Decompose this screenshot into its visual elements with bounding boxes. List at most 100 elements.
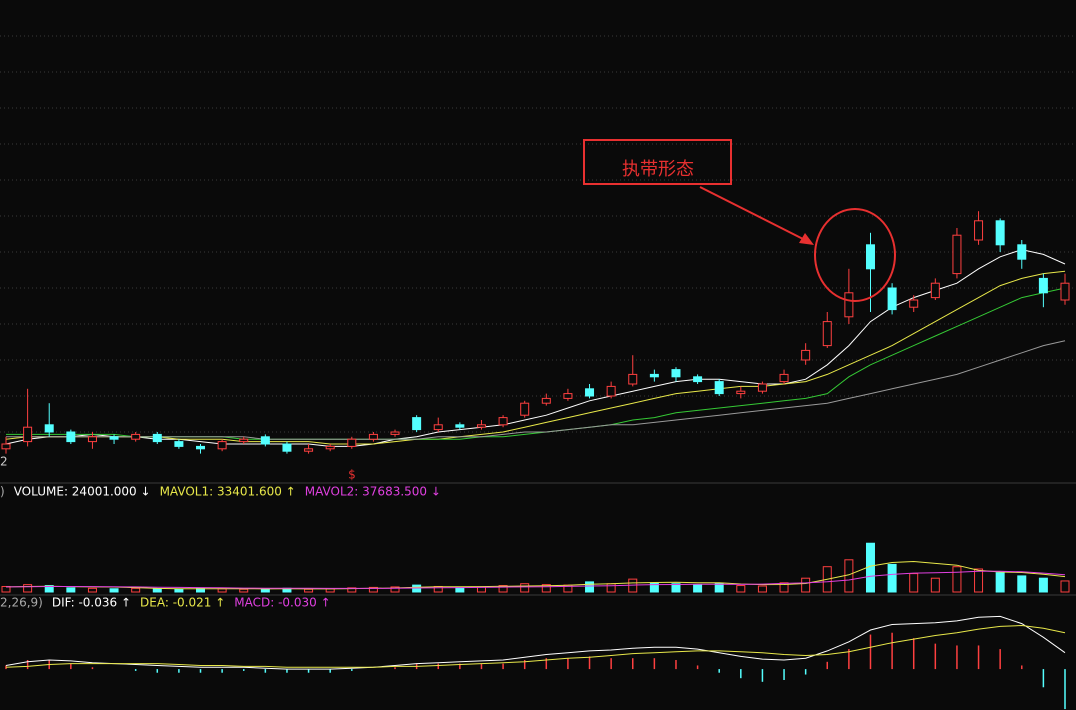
volume-bar	[44, 585, 54, 593]
volume-bar	[131, 587, 141, 593]
candle-body	[930, 282, 940, 299]
volume-bar	[347, 587, 357, 593]
candle-body	[433, 424, 443, 431]
indicator-line	[5, 270, 1066, 445]
indicator-line	[6, 340, 1066, 440]
indicator-label: DEA: -0.021 ↑	[140, 596, 225, 610]
volume-bar	[995, 572, 1005, 593]
volume-bar	[412, 584, 422, 593]
volume-bar	[585, 581, 595, 593]
candle-body	[541, 397, 551, 404]
candle-body	[995, 220, 1005, 246]
candle-body	[44, 424, 54, 433]
candle-body	[649, 373, 659, 378]
candle-body	[693, 376, 703, 383]
volume-bar	[757, 585, 767, 593]
volume-bar	[174, 588, 184, 593]
volume-bar	[498, 585, 508, 593]
indicator-label: MAVOL2: 37683.500 ↓	[305, 485, 441, 499]
candle-body	[131, 433, 141, 440]
volume-bar	[1060, 580, 1070, 593]
candle-body	[476, 424, 486, 428]
candle-body	[23, 426, 33, 443]
indicator-line	[5, 624, 1066, 668]
candle-body	[239, 438, 249, 443]
signal-marker: $	[348, 468, 356, 482]
candle-body	[801, 349, 811, 361]
volume-bar	[974, 568, 984, 593]
annotation-circle	[814, 208, 896, 302]
candle-body	[757, 383, 767, 392]
volume-bar	[368, 586, 378, 593]
candle-body	[520, 402, 530, 416]
candle-body	[736, 390, 746, 395]
indicator-label: )	[0, 485, 5, 499]
volume-bar	[930, 577, 940, 593]
candle-body	[1060, 282, 1070, 301]
indicator-label: DIF: -0.036 ↑	[52, 596, 131, 610]
volume-bar	[952, 566, 962, 593]
annotation-arrow	[699, 186, 806, 241]
indicator-line	[5, 615, 1066, 670]
candle-body	[152, 433, 162, 443]
volume-bar	[606, 583, 616, 593]
volume-bar	[217, 588, 227, 593]
volume-bar	[1017, 575, 1027, 593]
candle-body	[260, 436, 270, 445]
volume-bar	[541, 584, 551, 593]
candle-body	[304, 448, 314, 452]
annotation: 执带形态	[583, 139, 896, 302]
volume-bar	[801, 577, 811, 593]
volume-bar	[779, 582, 789, 593]
candle-body	[563, 393, 573, 399]
indicator-label: VOLUME: 24001.000 ↓	[14, 485, 151, 499]
volume-bar	[887, 563, 897, 593]
candle-body	[1038, 277, 1048, 294]
indicator-label: MAVOL1: 33401.600 ↑	[160, 485, 296, 499]
volume-bar	[109, 588, 119, 593]
volume-bar	[390, 586, 400, 593]
indicator-line	[5, 560, 1066, 590]
arrow-head	[799, 233, 814, 245]
volume-bar	[66, 587, 76, 593]
volume-bar	[23, 584, 33, 593]
volume-bar	[304, 588, 314, 593]
candle-body	[779, 373, 789, 383]
candle-body	[390, 431, 400, 435]
candle-body	[66, 431, 76, 443]
candle-body	[1017, 244, 1027, 260]
candle-body	[498, 417, 508, 426]
volume-bar	[736, 585, 746, 593]
candle-body	[628, 373, 638, 385]
indicator-label: 2,26,9)	[0, 596, 43, 610]
indicator-line	[5, 570, 1066, 589]
candle-body	[909, 299, 919, 308]
volume-bar	[520, 583, 530, 593]
candle-body	[887, 287, 897, 311]
candle-body	[196, 445, 206, 450]
candle-body	[822, 321, 832, 347]
candle-body	[455, 424, 465, 428]
candle-body	[974, 220, 984, 241]
indicator-label: MACD: -0.030 ↑	[234, 596, 330, 610]
candle-body	[87, 436, 97, 443]
volume-bar	[909, 573, 919, 593]
candle-body	[174, 441, 184, 447]
candle-body	[952, 234, 962, 275]
candle-body	[347, 438, 357, 447]
volume-bar	[152, 588, 162, 593]
candle-body	[368, 433, 378, 440]
volume-bar	[87, 587, 97, 593]
volume-bar	[671, 583, 681, 593]
edge-price-label: 2	[0, 455, 8, 469]
volume-bar	[1038, 577, 1048, 593]
candle-body	[282, 443, 292, 452]
candle-body	[671, 369, 681, 378]
annotation-box	[583, 139, 732, 185]
candle-body	[325, 445, 335, 450]
candle-body	[585, 388, 595, 397]
candle-body	[714, 381, 724, 395]
volume-bar	[693, 584, 703, 593]
candle-body	[217, 441, 227, 450]
candle-body	[865, 244, 875, 270]
